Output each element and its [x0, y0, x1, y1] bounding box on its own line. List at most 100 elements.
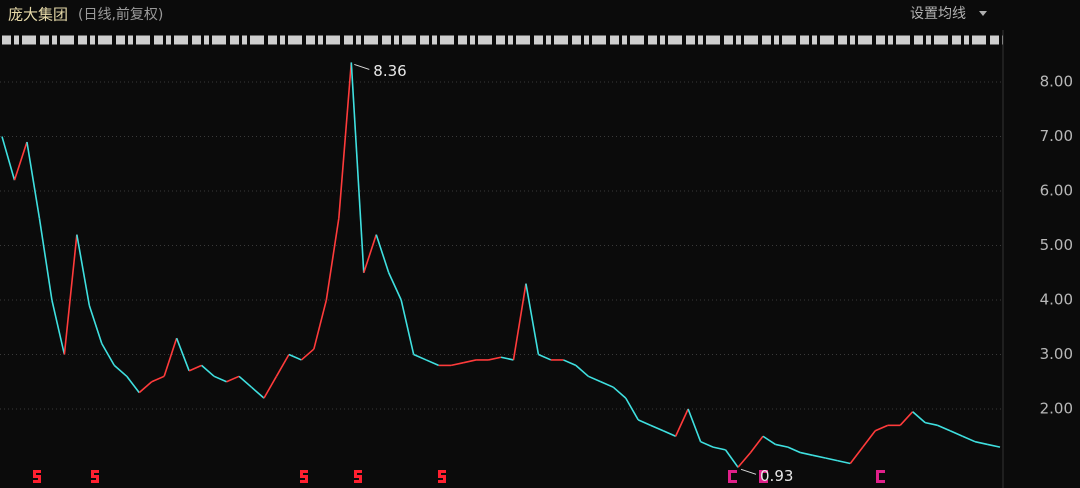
- price-segment: [188, 364, 202, 372]
- price-segment: [825, 457, 838, 462]
- price-segment: [712, 446, 726, 451]
- chart-subtitle: (日线,前复权): [78, 6, 163, 23]
- price-segment: [38, 218, 53, 301]
- price-segment: [687, 408, 702, 442]
- price-segment: [450, 361, 464, 367]
- price-segment: [625, 397, 639, 421]
- price-segment: [962, 435, 976, 443]
- price-segment: [1, 136, 16, 181]
- price-segment: [463, 359, 477, 364]
- price-segment: [575, 364, 589, 377]
- ma-settings[interactable]: 设置均线: [910, 6, 966, 22]
- price-segment: [899, 411, 914, 426]
- price-segment: [163, 337, 178, 377]
- price-segment: [800, 451, 814, 457]
- price-segment: [201, 364, 215, 377]
- price-segment: [363, 234, 378, 274]
- price-segment: [325, 218, 340, 301]
- price-segment: [51, 299, 66, 355]
- y-tick-label: 3.00: [1040, 345, 1073, 363]
- price-segment: [400, 299, 415, 355]
- event-icon: [300, 470, 308, 483]
- extreme-label: 0.93: [760, 467, 793, 485]
- price-segment: [700, 440, 714, 448]
- price-segment: [862, 430, 876, 448]
- event-icon: [33, 470, 41, 483]
- y-tick-label: 5.00: [1040, 236, 1073, 254]
- price-segment: [849, 446, 864, 464]
- price-segment: [250, 386, 265, 399]
- price-segment: [300, 348, 315, 361]
- price-segment: [724, 449, 739, 468]
- price-segment: [375, 234, 390, 274]
- price-segment: [175, 337, 190, 372]
- price-segment: [924, 421, 938, 427]
- price-segment: [500, 356, 514, 361]
- event-icon: [759, 470, 768, 483]
- price-segment: [113, 364, 128, 377]
- price-segment: [26, 141, 41, 219]
- event-markers-c: [728, 470, 885, 483]
- price-segment: [974, 440, 988, 446]
- price-segment: [600, 381, 614, 388]
- price-segment: [737, 452, 752, 468]
- price-segment: [63, 234, 78, 355]
- y-tick-label: 8.00: [1040, 73, 1073, 91]
- price-segment: [749, 435, 764, 454]
- event-icon: [728, 470, 737, 483]
- price-segment: [912, 411, 926, 424]
- price-segment: [612, 386, 627, 399]
- price-segment: [88, 305, 103, 344]
- price-segment: [226, 375, 240, 383]
- event-markers: [33, 470, 446, 483]
- price-segment: [563, 359, 577, 367]
- price-segment: [101, 343, 115, 366]
- price-segment: [126, 375, 140, 394]
- price-segment: [937, 424, 951, 432]
- extreme-label: 8.36: [373, 62, 406, 80]
- price-segment: [338, 62, 353, 219]
- price-segment: [837, 459, 851, 465]
- price-segment: [762, 435, 776, 446]
- price-segment: [812, 454, 826, 459]
- annotation-arrow: [740, 468, 757, 475]
- price-segment: [662, 430, 676, 437]
- price-segment: [650, 424, 664, 432]
- price-segment: [538, 353, 552, 361]
- price-segment: [138, 381, 153, 394]
- y-tick-label: 6.00: [1040, 182, 1073, 200]
- price-segment: [288, 353, 302, 361]
- y-tick-label: 4.00: [1040, 291, 1073, 309]
- price-segment: [13, 141, 28, 181]
- price-segment: [76, 234, 91, 306]
- dropdown-arrow[interactable]: [979, 11, 987, 16]
- price-segment: [525, 283, 540, 355]
- price-segment: [238, 375, 253, 388]
- price-segment: [213, 375, 227, 383]
- price-segment: [488, 356, 502, 361]
- price-segment: [787, 446, 801, 454]
- price-segment: [425, 359, 439, 367]
- y-tick-label: 7.00: [1040, 127, 1073, 145]
- event-icon: [91, 470, 99, 483]
- event-icon: [438, 470, 446, 483]
- event-icon: [876, 470, 885, 483]
- price-segment: [275, 354, 290, 377]
- price-segment: [874, 424, 889, 432]
- price-segment: [151, 375, 165, 383]
- price-segment: [313, 299, 328, 350]
- price-segment: [350, 62, 365, 273]
- price-segment: [637, 419, 652, 427]
- price-segment: [413, 353, 427, 361]
- event-icon: [354, 470, 362, 483]
- price-segment: [387, 272, 402, 301]
- chart-title: 庞大集团: [8, 6, 68, 24]
- price-segment: [775, 443, 789, 448]
- price-segment: [263, 375, 278, 399]
- y-tick-label: 2.00: [1040, 399, 1073, 417]
- price-segment: [674, 408, 689, 437]
- annotation-arrow: [354, 63, 370, 70]
- price-segment: [949, 430, 963, 437]
